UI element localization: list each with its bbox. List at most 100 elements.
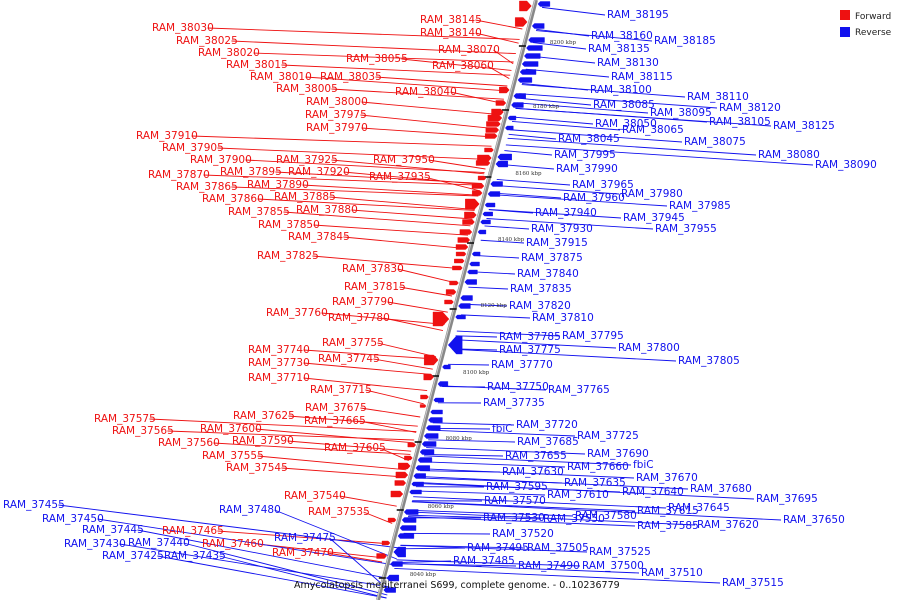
reverse-gene-label[interactable]: RAM_37735 [483, 397, 545, 409]
reverse-gene-label[interactable]: RAM_37525 [589, 546, 651, 558]
reverse-gene-label[interactable]: RAM_37635 [564, 477, 626, 489]
forward-gene-label[interactable]: RAM_37460 [202, 538, 264, 550]
forward-gene-label[interactable]: RAM_38020 [198, 47, 260, 59]
reverse-gene-label[interactable]: RAM_37475 [274, 532, 336, 544]
reverse-gene-label[interactable]: RAM_37505 [527, 542, 589, 554]
reverse-gene-label[interactable]: RAM_37650 [783, 514, 845, 526]
reverse-gene-label[interactable]: RAM_37985 [669, 200, 731, 212]
forward-gene-label[interactable]: RAM_37860 [202, 193, 264, 205]
forward-gene-label[interactable]: RAM_38070 [438, 44, 500, 56]
reverse-gene-label[interactable]: RAM_37775 [499, 344, 561, 356]
reverse-gene-label[interactable]: RAM_38080 [758, 149, 820, 161]
forward-gene-label[interactable]: RAM_38000 [306, 96, 368, 108]
forward-gene-label[interactable]: RAM_37975 [305, 109, 367, 121]
reverse-gene-label[interactable]: RAM_37805 [678, 355, 740, 367]
reverse-gene-label[interactable]: RAM_38065 [622, 124, 684, 136]
reverse-gene-label[interactable]: RAM_38185 [654, 35, 716, 47]
reverse-gene-label[interactable]: RAM_38090 [815, 159, 877, 171]
forward-gene-label[interactable]: RAM_37825 [257, 250, 319, 262]
forward-gene-label[interactable]: RAM_37790 [332, 296, 394, 308]
reverse-gene-label[interactable]: RAM_37595 [486, 481, 548, 493]
forward-gene-label[interactable]: RAM_37535 [308, 506, 370, 518]
gene-labels[interactable]: RAM_38145RAM_38140RAM_38030RAM_38025RAM_… [3, 9, 877, 589]
reverse-gene-label[interactable]: RAM_37645 [668, 502, 730, 514]
forward-gene-label[interactable]: RAM_37830 [342, 263, 404, 275]
forward-gene-label[interactable]: RAM_37560 [158, 437, 220, 449]
forward-gene-label[interactable]: RAM_37625 [233, 410, 295, 422]
reverse-gene-label[interactable]: RAM_37960 [563, 192, 625, 204]
reverse-gene-label[interactable]: RAM_37660 [567, 461, 629, 473]
reverse-gene-label[interactable]: RAM_37570 [484, 495, 546, 507]
forward-gene-label[interactable]: RAM_37870 [148, 169, 210, 181]
reverse-gene-label[interactable]: RAM_37690 [587, 448, 649, 460]
forward-gene-label[interactable]: RAM_37910 [136, 130, 198, 142]
forward-gene-label[interactable]: RAM_37925 [276, 154, 338, 166]
forward-gene-label[interactable]: RAM_37950 [373, 154, 435, 166]
reverse-gene-label[interactable]: RAM_38120 [719, 102, 781, 114]
reverse-gene-label[interactable]: RAM_37685 [517, 436, 579, 448]
reverse-gene-label[interactable]: RAM_37725 [577, 430, 639, 442]
reverse-gene-label[interactable]: fbiC [633, 459, 654, 471]
reverse-gene-label[interactable]: RAM_37840 [517, 268, 579, 280]
forward-gene-label[interactable]: RAM_38035 [320, 71, 382, 83]
forward-gene-label[interactable]: RAM_37665 [304, 415, 366, 427]
reverse-gene-label[interactable]: RAM_38095 [650, 107, 712, 119]
forward-gene-label[interactable]: RAM_37745 [318, 353, 380, 365]
reverse-gene-label[interactable]: RAM_37490 [518, 560, 580, 572]
reverse-gene-label[interactable]: RAM_37695 [756, 493, 818, 505]
forward-gene-label[interactable]: RAM_38030 [152, 22, 214, 34]
reverse-gene-label[interactable]: RAM_37435 [164, 550, 226, 562]
forward-gene-label[interactable]: RAM_37740 [248, 344, 310, 356]
reverse-gene-label[interactable]: RAM_37680 [690, 483, 752, 495]
reverse-gene-label[interactable]: RAM_38160 [591, 30, 653, 42]
reverse-gene-label[interactable]: RAM_38085 [593, 99, 655, 111]
forward-gene-label[interactable]: RAM_37565 [112, 425, 174, 437]
forward-gene-label[interactable]: RAM_38005 [276, 83, 338, 95]
reverse-gene-label[interactable]: RAM_37670 [636, 472, 698, 484]
forward-gene-label[interactable]: RAM_38145 [420, 14, 482, 26]
forward-gene-label[interactable]: RAM_37755 [322, 337, 384, 349]
reverse-gene-label[interactable]: RAM_37655 [505, 450, 567, 462]
forward-gene-label[interactable]: RAM_37470 [272, 547, 334, 559]
reverse-gene-label[interactable]: RAM_37615 [637, 505, 699, 517]
reverse-gene-label[interactable]: RAM_38100 [590, 84, 652, 96]
reverse-gene-label[interactable]: RAM_38105 [709, 116, 771, 128]
reverse-gene-label[interactable]: RAM_37495 [467, 542, 529, 554]
reverse-gene-label[interactable]: RAM_37965 [572, 179, 634, 191]
reverse-gene-label[interactable]: RAM_37430 [64, 538, 126, 550]
reverse-gene-label[interactable]: RAM_37770 [491, 359, 553, 371]
reverse-gene-label[interactable]: RAM_37820 [509, 300, 571, 312]
reverse-gene-label[interactable]: RAM_37445 [82, 524, 144, 536]
reverse-gene-label[interactable]: RAM_37995 [554, 149, 616, 161]
reverse-gene-label[interactable]: RAM_37640 [622, 486, 684, 498]
reverse-gene-label[interactable]: RAM_37530 [483, 512, 545, 524]
reverse-gene-label[interactable]: RAM_37510 [641, 567, 703, 579]
forward-gene-label[interactable]: RAM_37815 [344, 281, 406, 293]
forward-gene-label[interactable]: RAM_37715 [310, 384, 372, 396]
forward-gene-label[interactable]: RAM_37970 [306, 122, 368, 134]
forward-gene-label[interactable]: RAM_38060 [432, 60, 494, 72]
forward-gene-label[interactable]: RAM_37555 [202, 450, 264, 462]
reverse-gene-label[interactable]: RAM_38135 [588, 43, 650, 55]
reverse-gene-label[interactable]: RAM_37425 [102, 550, 164, 562]
reverse-gene-label[interactable]: RAM_37480 [219, 504, 281, 516]
reverse-gene-label[interactable]: RAM_37940 [535, 207, 597, 219]
forward-gene-label[interactable]: RAM_37905 [162, 142, 224, 154]
forward-gene-label[interactable]: RAM_37880 [296, 204, 358, 216]
forward-gene-label[interactable]: RAM_37885 [274, 191, 336, 203]
reverse-gene-label[interactable]: RAM_37750 [487, 381, 549, 393]
reverse-gene-label[interactable]: RAM_37585 [637, 520, 699, 532]
reverse-gene-label[interactable]: RAM_37810 [532, 312, 594, 324]
forward-gene-label[interactable]: RAM_37760 [266, 307, 328, 319]
forward-gene-label[interactable]: RAM_37675 [305, 402, 367, 414]
forward-gene-label[interactable]: RAM_37780 [328, 312, 390, 324]
reverse-gene-label[interactable]: RAM_37765 [548, 384, 610, 396]
reverse-gene-label[interactable]: RAM_37620 [697, 519, 759, 531]
forward-gene-label[interactable]: RAM_38010 [250, 71, 312, 83]
reverse-gene-label[interactable]: RAM_37520 [492, 528, 554, 540]
reverse-gene-label[interactable]: RAM_37500 [582, 560, 644, 572]
reverse-gene-label[interactable]: RAM_37785 [499, 331, 561, 343]
forward-gene-label[interactable]: RAM_38055 [346, 53, 408, 65]
forward-gene-label[interactable]: RAM_37575 [94, 413, 156, 425]
reverse-gene-label[interactable]: RAM_37455 [3, 499, 65, 511]
